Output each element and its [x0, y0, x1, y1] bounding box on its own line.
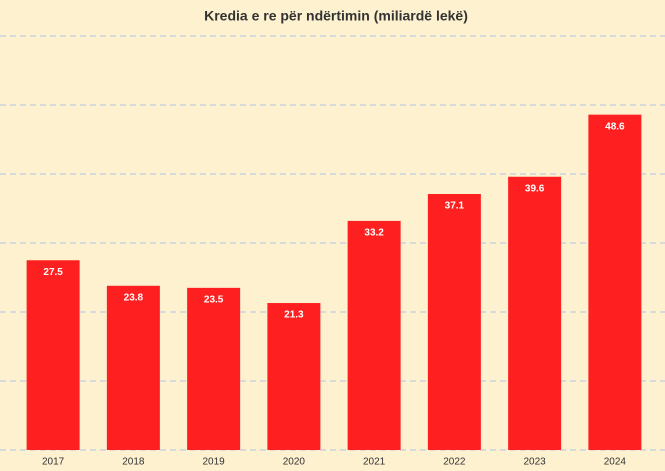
- bar: [187, 287, 241, 450]
- bar: [106, 285, 160, 450]
- x-tick-label: 2023: [524, 457, 547, 468]
- value-label: 37.1: [445, 201, 465, 212]
- value-label: 21.3: [284, 310, 304, 321]
- value-label: 48.6: [605, 121, 625, 132]
- bar: [347, 220, 401, 450]
- value-label: 23.8: [124, 292, 144, 303]
- x-tick-label: 2018: [122, 457, 145, 468]
- value-label: 39.6: [525, 183, 545, 194]
- value-label: 33.2: [364, 228, 384, 239]
- x-tick-label: 2017: [42, 457, 65, 468]
- bar: [26, 260, 80, 450]
- bar: [588, 114, 642, 450]
- value-label: 27.5: [43, 267, 63, 278]
- x-tick-label: 2022: [443, 457, 466, 468]
- bar: [267, 303, 321, 450]
- x-tick-label: 2020: [283, 457, 306, 468]
- bar: [427, 194, 481, 450]
- x-tick-label: 2021: [363, 457, 386, 468]
- bar: [508, 176, 562, 450]
- x-tick-label: 2024: [604, 457, 627, 468]
- chart-title: Kredia e re për ndërtimin (miliardë lekë…: [204, 8, 468, 24]
- value-label: 23.5: [204, 294, 224, 305]
- x-tick-label: 2019: [203, 457, 226, 468]
